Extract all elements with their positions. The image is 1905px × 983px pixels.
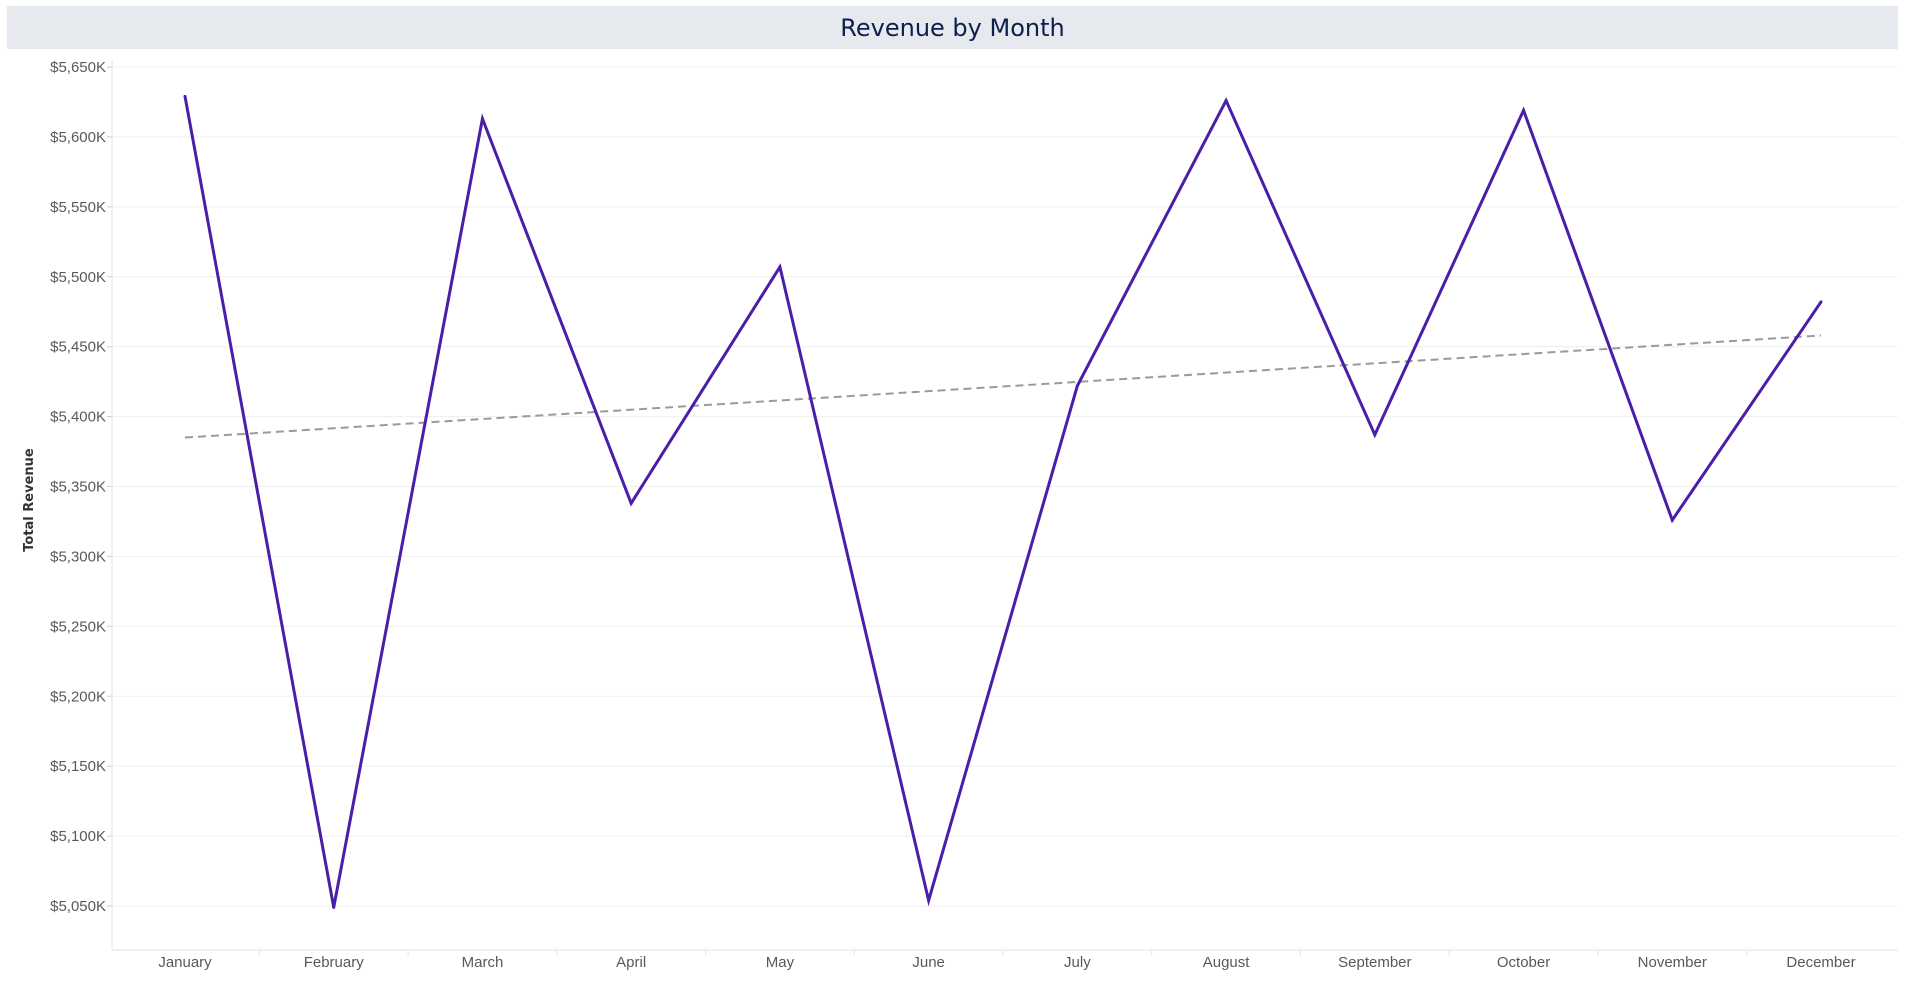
x-tick-label: December bbox=[1786, 954, 1855, 971]
x-axis: January February March April May June July Augu… bbox=[112, 949, 1898, 971]
y-tick-label: $5,350K bbox=[50, 479, 106, 496]
trend-line bbox=[184, 334, 1822, 439]
data-point[interactable] bbox=[778, 265, 782, 269]
data-point[interactable] bbox=[183, 94, 187, 98]
chart-title: Revenue by Month bbox=[840, 13, 1065, 42]
y-tick-label: $5,050K bbox=[50, 898, 106, 915]
y-tick-label: $5,400K bbox=[50, 409, 106, 426]
data-point[interactable] bbox=[480, 117, 484, 121]
data-point[interactable] bbox=[332, 905, 336, 909]
data-point[interactable] bbox=[1373, 433, 1377, 437]
data-point[interactable] bbox=[1075, 384, 1079, 388]
y-tick-label: $5,600K bbox=[50, 129, 106, 146]
series-group bbox=[183, 94, 1823, 909]
y-tick-label: $5,650K bbox=[50, 59, 106, 76]
y-axis-title: Total Revenue bbox=[22, 448, 37, 552]
data-point[interactable] bbox=[1522, 108, 1526, 112]
y-tick-label: $5,300K bbox=[50, 548, 106, 565]
gridlines bbox=[112, 66, 1898, 907]
y-tick-label: $5,150K bbox=[50, 758, 106, 775]
x-tick-label: February bbox=[304, 954, 365, 971]
x-tick-label: March bbox=[462, 954, 504, 971]
y-tick-label: $5,250K bbox=[50, 618, 106, 635]
y-axis: $5,050K $5,100K $5,150K $5,200K $5,250K $5,30… bbox=[50, 59, 113, 950]
trend-line-group bbox=[184, 334, 1822, 439]
x-tick-label: April bbox=[616, 954, 646, 971]
y-tick-label: $5,550K bbox=[50, 199, 106, 216]
data-point[interactable] bbox=[1670, 518, 1674, 522]
x-tick-label: November bbox=[1638, 954, 1707, 971]
data-point[interactable] bbox=[629, 501, 633, 505]
y-tick-label: $5,100K bbox=[50, 828, 106, 845]
x-tick-label: June bbox=[912, 954, 945, 971]
series-line bbox=[183, 96, 1823, 908]
x-tick-label: January bbox=[158, 954, 212, 971]
x-tick-label: July bbox=[1064, 954, 1091, 971]
x-tick-label: August bbox=[1203, 954, 1251, 971]
chart-title-bar: Revenue by Month bbox=[7, 6, 1898, 49]
data-point[interactable] bbox=[1819, 300, 1823, 304]
x-tick-label: September bbox=[1338, 954, 1411, 971]
y-tick-label: $5,500K bbox=[50, 269, 106, 286]
x-tick-label: October bbox=[1497, 954, 1550, 971]
data-point[interactable] bbox=[1224, 99, 1228, 103]
x-tick-label: May bbox=[766, 954, 795, 971]
data-point[interactable] bbox=[927, 898, 931, 902]
y-tick-label: $5,450K bbox=[50, 339, 106, 356]
y-tick-label: $5,200K bbox=[50, 688, 106, 705]
